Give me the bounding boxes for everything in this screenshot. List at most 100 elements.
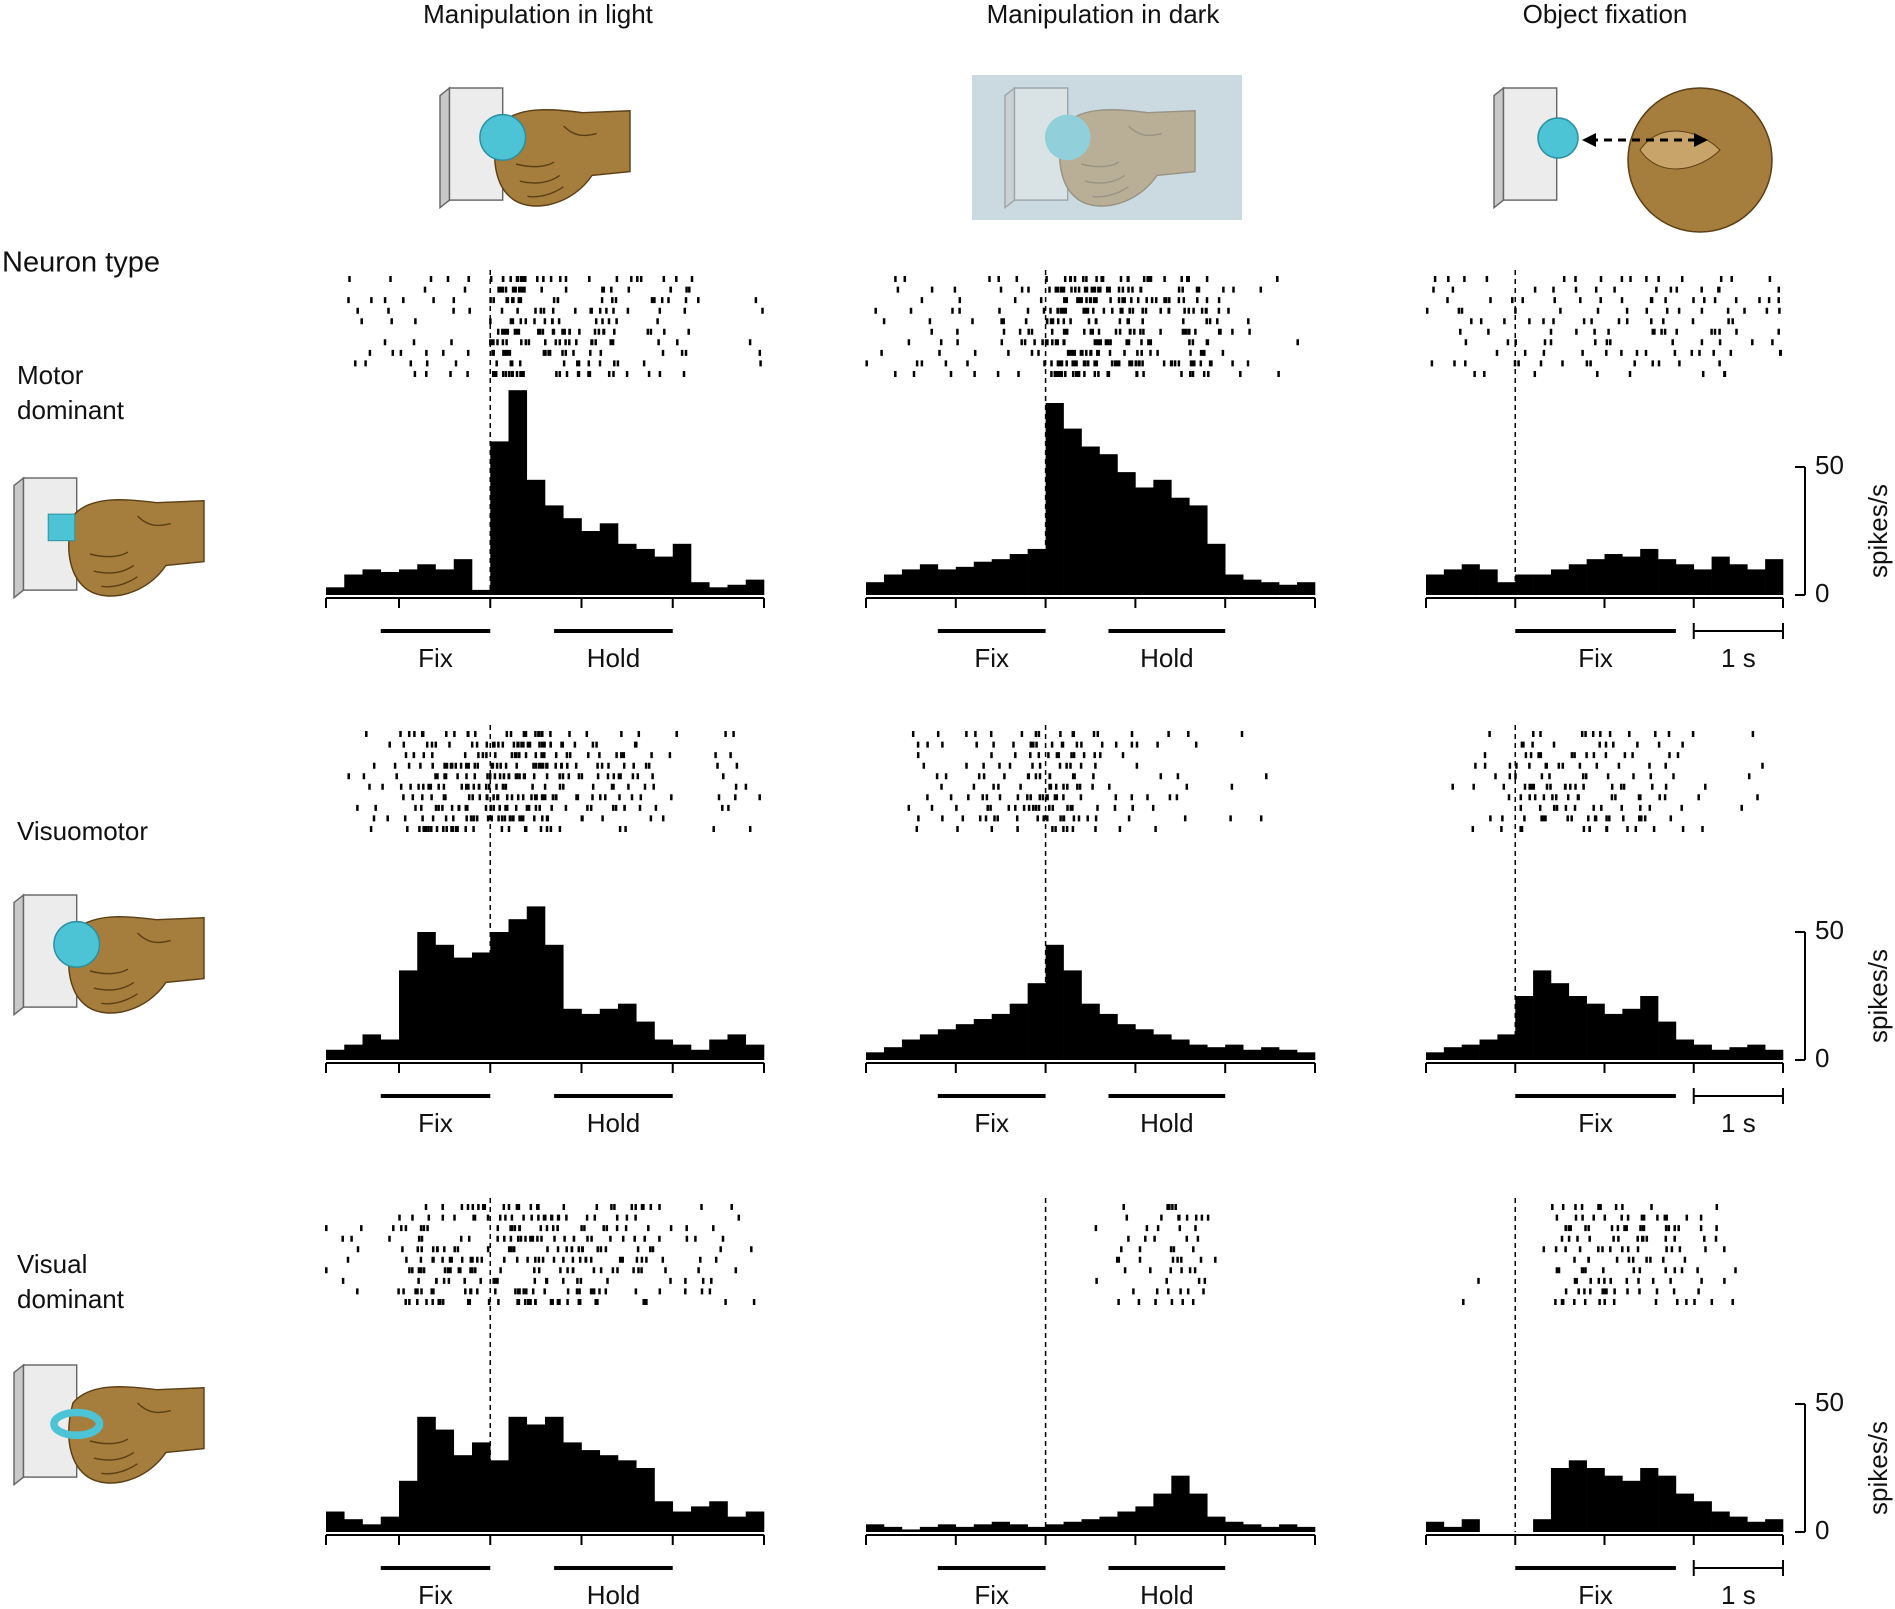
raster-row (915, 826, 1157, 832)
raster-row (404, 752, 732, 759)
histogram-bar (654, 1039, 674, 1060)
row-label: dominant (17, 395, 125, 425)
histogram-bar (417, 932, 436, 1060)
raster-row (1519, 804, 1743, 811)
raster-row (1555, 1267, 1737, 1274)
raster-row (1125, 1214, 1210, 1221)
histogram-bar (362, 1034, 382, 1060)
histogram-bar (1171, 1039, 1190, 1060)
event-label: Hold (587, 643, 640, 673)
histogram-bar (901, 569, 921, 595)
histogram-bar (1261, 582, 1280, 595)
histogram-bar (563, 1008, 582, 1060)
histogram-bar (526, 906, 546, 1060)
histogram-bar (599, 523, 619, 595)
histogram-bar (1027, 983, 1046, 1060)
scale-bar-label: 1 s (1721, 1108, 1756, 1138)
histogram-bar (1550, 569, 1570, 595)
histogram-bar (1461, 1519, 1480, 1532)
histogram-bar (344, 1044, 363, 1060)
scale-bar-label: 1 s (1721, 643, 1756, 673)
raster-row (423, 286, 691, 293)
raster-row (894, 371, 1280, 377)
histogram-bar (599, 1455, 619, 1532)
histogram-bar (1658, 559, 1677, 595)
histogram-bar (1171, 1475, 1190, 1532)
histogram-bar (1622, 1008, 1641, 1060)
raster-row (1564, 1225, 1718, 1232)
histogram-bar (1479, 1039, 1498, 1060)
event-label: Hold (1140, 643, 1193, 673)
histogram-bar (1135, 1506, 1154, 1532)
histogram-bar (1747, 1044, 1766, 1060)
raster-row (1471, 826, 1704, 832)
histogram-bar (1658, 1475, 1677, 1532)
histogram-bar (1117, 1024, 1136, 1060)
histogram-bar (991, 1013, 1010, 1060)
event-label: Fix (974, 1580, 1009, 1609)
histogram-bar (1189, 1493, 1208, 1532)
row-illustration (13, 894, 205, 1016)
event-label: Hold (587, 1108, 640, 1138)
histogram-bar (1426, 1521, 1445, 1532)
histogram-bar (1153, 479, 1172, 595)
histogram-bar (399, 1480, 418, 1532)
raster-row (424, 1204, 733, 1210)
raster-row (916, 752, 1125, 759)
histogram-bar (1533, 574, 1552, 595)
raster-row (1095, 1277, 1207, 1284)
event-label: Fix (1578, 1108, 1613, 1138)
histogram-bar (672, 1511, 692, 1532)
histogram-bar (709, 587, 728, 595)
raster-row (356, 1246, 753, 1253)
histogram-bar (1426, 1052, 1445, 1060)
histogram-bar (344, 1519, 363, 1532)
raster-row (880, 349, 1225, 356)
event-label: Fix (418, 643, 453, 673)
histogram-bar (1568, 1460, 1587, 1532)
histogram-bar (472, 1442, 491, 1532)
histogram-bar (581, 531, 601, 595)
histogram-bar (563, 1442, 582, 1532)
raster-row (383, 339, 752, 346)
raster-row (1573, 1256, 1687, 1263)
raster-row (1473, 371, 1727, 377)
illustration-fixation (1493, 87, 1773, 233)
raster-row (402, 794, 761, 801)
histogram-bar (709, 1039, 728, 1060)
histogram-bar (1207, 1516, 1226, 1532)
row-label: dominant (17, 1284, 125, 1314)
histogram-bar (1604, 554, 1623, 595)
histogram-bar (1765, 1519, 1784, 1532)
raster-row (356, 804, 730, 811)
histogram-bar (1135, 487, 1154, 595)
column-title: Manipulation in dark (987, 0, 1221, 29)
histogram-bar (883, 1526, 903, 1532)
histogram-bar (636, 548, 655, 595)
histogram-bar (1568, 996, 1587, 1060)
histogram-bar (1765, 559, 1784, 595)
histogram-bar (1117, 1511, 1136, 1532)
raster-row (372, 762, 739, 769)
histogram-bar (1675, 1493, 1695, 1532)
histogram-bar (545, 1416, 564, 1532)
histogram-bar (399, 970, 418, 1060)
raster-row (325, 1267, 738, 1274)
histogram-bar (417, 1416, 436, 1532)
raster-row (372, 815, 665, 822)
histogram-bar (1045, 1524, 1064, 1532)
histogram-bar (1297, 582, 1316, 595)
event-label: Hold (1140, 1580, 1193, 1609)
histogram-bar (919, 1034, 939, 1060)
raster-row (917, 815, 1263, 822)
histogram-bar (1711, 1049, 1730, 1060)
histogram-bar (1117, 472, 1136, 595)
raster-row (1477, 1277, 1726, 1284)
histogram-bar (1729, 564, 1748, 595)
scale-bar (1692, 623, 1784, 639)
histogram-bar (1189, 505, 1208, 595)
raster-row (413, 371, 686, 377)
histogram-bar (1099, 1013, 1118, 1060)
histogram-bar (973, 561, 993, 595)
histogram-bar (654, 1501, 674, 1532)
